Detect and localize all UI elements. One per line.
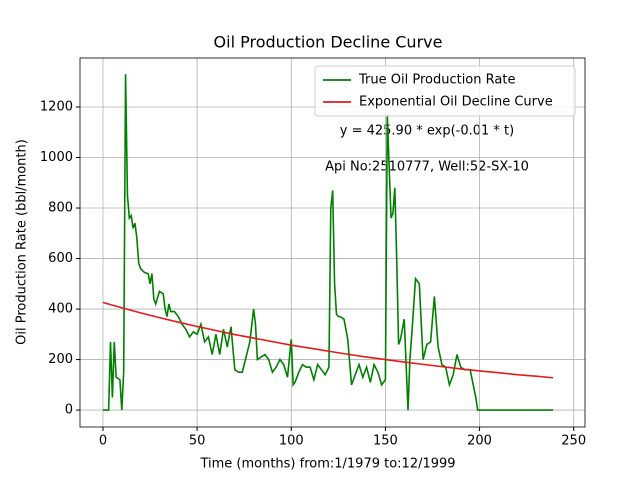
y-tick-label: 200 [48,352,73,367]
plot-frame [79,57,586,428]
y-tick-label: 1200 [40,99,73,114]
series-line [102,74,553,411]
x-tick-label: 50 [189,434,206,449]
series-line [102,301,554,379]
x-tick-label: 200 [467,434,492,449]
legend-box [314,65,576,117]
annotation: Api No:2510777, Well:52-SX-10 [325,160,529,175]
legend-label: Exponential Oil Decline Curve [359,95,553,110]
chart-title: Oil Production Decline Curve [214,33,443,52]
y-tick-label: 600 [48,251,73,266]
y-axis-label: Oil Production Rate (bbl/month) [15,139,30,345]
x-tick-label: 150 [373,434,398,449]
legend-label: True Oil Production Rate [358,73,515,88]
x-tick-label: 250 [561,434,586,449]
y-tick-label: 1000 [40,150,73,165]
y-tick-label: 800 [48,201,73,216]
x-axis-label: Time (months) from:1/1979 to:12/1999 [199,457,455,472]
y-tick-label: 0 [65,403,73,418]
x-tick-label: 0 [99,434,107,449]
x-tick-label: 100 [279,434,304,449]
annotation: y = 425.90 * exp(-0.01 * t) [340,124,514,139]
y-tick-label: 400 [48,302,73,317]
